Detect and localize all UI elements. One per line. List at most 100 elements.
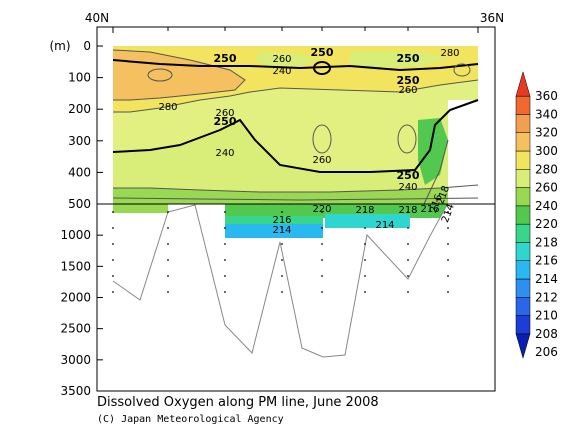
y-tick-label: 100 xyxy=(68,71,91,85)
station-dot xyxy=(112,291,114,293)
contour-label: 260 xyxy=(312,155,331,166)
contour-label: 250 xyxy=(397,169,420,182)
contour-260 xyxy=(113,79,479,113)
station-dot xyxy=(407,291,409,293)
colorbar-label: 260 xyxy=(535,181,558,195)
y-tick-label: 0 xyxy=(83,39,91,53)
station-dot xyxy=(167,243,169,245)
contour-label: 280 xyxy=(158,102,177,113)
station-dot xyxy=(321,275,323,277)
station-dots xyxy=(112,211,449,293)
contour-label: 218 xyxy=(355,205,374,216)
y-tick-label: 1000 xyxy=(60,228,91,242)
chart-title: Dissolved Oxygen along PM line, June 200… xyxy=(97,395,379,410)
station-dot xyxy=(447,227,449,229)
station-dot xyxy=(167,291,169,293)
station-dot xyxy=(364,227,366,229)
station-dot xyxy=(224,243,226,245)
station-dot xyxy=(364,211,366,213)
station-dot xyxy=(407,275,409,277)
fill-low-pocket-1 xyxy=(255,52,320,66)
colorbar-swatch xyxy=(515,260,531,280)
station-dot xyxy=(224,259,226,261)
station-dot xyxy=(321,291,323,293)
station-dot xyxy=(407,259,409,261)
x-top-label-left: 40N xyxy=(85,11,109,25)
station-dot xyxy=(281,227,283,229)
plot-frame xyxy=(96,26,496,392)
station-dot xyxy=(112,243,114,245)
colorbar-swatch xyxy=(515,95,531,115)
colorbar-swatch xyxy=(515,205,531,225)
colorbar-label: 208 xyxy=(535,327,558,341)
station-dot xyxy=(167,275,169,277)
contour-218-east xyxy=(423,139,449,204)
fill-lower-216-east xyxy=(325,214,410,228)
y-tick-label: 3000 xyxy=(60,353,91,367)
station-dot xyxy=(321,243,323,245)
station-dot xyxy=(224,291,226,293)
colorbar-swatch xyxy=(515,150,531,170)
station-dot xyxy=(321,227,323,229)
seafloor-mask xyxy=(113,204,478,391)
colorbar-swatch xyxy=(515,70,531,97)
contour-label: 250 xyxy=(397,74,420,87)
chart-credit: (C) Japan Meteorological Agency xyxy=(97,414,284,425)
station-dot xyxy=(321,211,323,213)
station-dot xyxy=(167,227,169,229)
contour-label: 218 xyxy=(398,205,417,216)
station-dot xyxy=(364,275,366,277)
x-top-label-right: 36N xyxy=(480,11,504,25)
colorbar-label: 212 xyxy=(535,290,558,304)
station-dot xyxy=(407,243,409,245)
y-tick-label: 2000 xyxy=(60,291,91,305)
station-dot xyxy=(364,291,366,293)
colorbar-swatch xyxy=(515,114,531,133)
y-tick-label: 3500 xyxy=(60,384,91,398)
station-dot xyxy=(281,211,283,213)
colorbar-label: 216 xyxy=(535,254,558,268)
colorbar-swatch xyxy=(515,169,531,188)
y-tick-label: 1500 xyxy=(60,259,91,273)
station-dot xyxy=(407,227,409,229)
station-dot xyxy=(321,259,323,261)
no-data-east xyxy=(448,100,478,204)
station-dot xyxy=(407,211,409,213)
colorbar-swatch xyxy=(515,242,531,261)
station-dot xyxy=(281,259,283,261)
colorbar-label: 340 xyxy=(535,107,558,121)
colorbar: 206 208 210 212 214 216 218 220 240 260 280 300 320 3… xyxy=(515,70,558,360)
station-dot xyxy=(364,259,366,261)
station-dot xyxy=(447,211,449,213)
station-dot xyxy=(281,275,283,277)
contour-280 xyxy=(112,49,246,101)
contour-label: 260 xyxy=(215,108,234,119)
colorbar-label: 210 xyxy=(535,309,558,323)
colorbar-label: 214 xyxy=(535,272,558,286)
contour-label: 260 xyxy=(272,54,291,65)
contour-label: 240 xyxy=(398,182,417,193)
colorbar-swatch xyxy=(515,187,531,207)
colorbar-swatch xyxy=(515,333,531,360)
station-dot xyxy=(112,227,114,229)
colorbar-label: 300 xyxy=(535,144,558,158)
fill-lower-west xyxy=(113,204,168,213)
contour-closed-280 xyxy=(147,68,173,82)
fill-lower-218 xyxy=(225,216,323,226)
colorbar-label: 218 xyxy=(535,235,558,249)
fill-lower-214 xyxy=(225,224,323,238)
contour-label: 216 xyxy=(272,215,291,226)
y-axis: 0 100 200 300 400 500 1000 1500 2000 2500 3000 3500 xyxy=(60,39,103,398)
y-tick-label: 500 xyxy=(68,197,91,211)
station-dot xyxy=(281,291,283,293)
contour-240 xyxy=(113,184,479,193)
station-dot xyxy=(447,259,449,261)
upper-contours xyxy=(112,49,479,204)
colorbar-swatch xyxy=(515,278,531,298)
contour-closed-260-1 xyxy=(312,124,332,154)
station-dot xyxy=(447,291,449,293)
station-dot xyxy=(447,243,449,245)
contour-label: 280 xyxy=(440,48,459,59)
